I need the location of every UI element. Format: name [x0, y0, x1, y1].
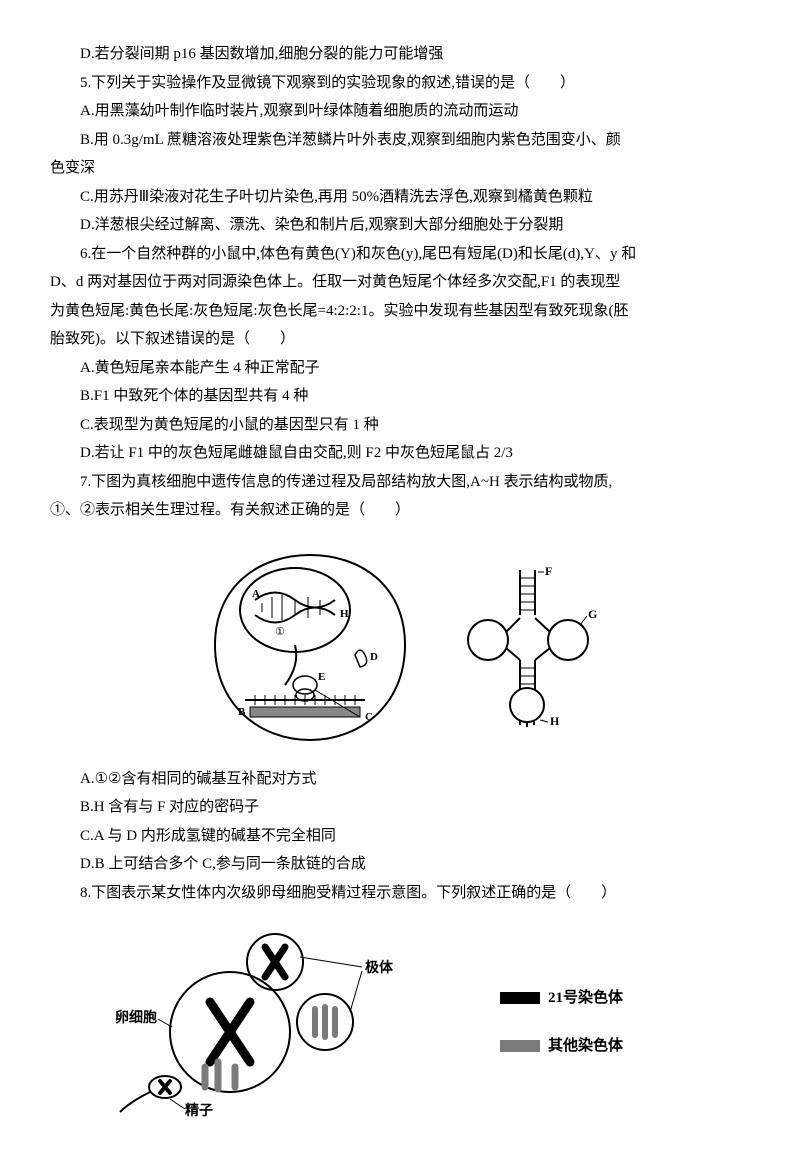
swatch-other — [500, 1040, 540, 1052]
q7-option-c: C.A 与 D 内形成氢键的碱基不完全相同 — [50, 822, 750, 851]
q7-line2: ①、②表示相关生理过程。有关叙述正确的是（ ） — [50, 496, 750, 525]
svg-text:H: H — [340, 608, 349, 620]
label-d: D — [370, 651, 378, 663]
q7-option-b: B.H 含有与 F 对应的密码子 — [50, 793, 750, 822]
q6-line2: D、d 两对基因位于两对同源染色体上。任取一对黄色短尾个体经多次交配,F1 的表… — [50, 268, 750, 297]
label-f: F — [545, 564, 552, 578]
q7-line1: 7.下图为真核细胞中遗传信息的传递过程及局部结构放大图,A~H 表示结构或物质, — [50, 468, 750, 497]
q7-figure-row: A ① B C E D H — [50, 545, 750, 745]
legend-chr21-label: 21号染色体 — [548, 984, 623, 1013]
label-b: B — [238, 706, 246, 718]
q8-legend: 21号染色体 其他染色体 — [500, 984, 623, 1061]
label-g: G — [588, 607, 597, 621]
sperm-label: 精子 — [185, 1102, 213, 1117]
q6-line4: 胎致死)。以下叙述错误的是（ ） — [50, 325, 750, 354]
q6-option-d: D.若让 F1 中的灰色短尾雌雄鼠自由交配,则 F2 中灰色短尾鼠占 2/3 — [50, 439, 750, 468]
trna-diagram: F G H — [460, 560, 600, 730]
label-h: H — [550, 714, 560, 728]
q8-figure-row: 卵细胞 极体 精子 21号染色体 — [110, 927, 750, 1117]
q8-stem: 8.下图表示某女性体内次级卵母细胞受精过程示意图。下列叙述正确的是（ ） — [50, 879, 750, 908]
q5-option-c: C.用苏丹Ⅲ染液对花生子叶切片染色,再用 50%酒精洗去浮色,观察到橘黄色颗粒 — [50, 183, 750, 212]
swatch-chr21 — [500, 992, 540, 1004]
q6-line1: 6.在一个自然种群的小鼠中,体色有黄色(Y)和灰色(y),尾巴有短尾(D)和长尾… — [50, 240, 750, 269]
q4-option-d: D.若分裂间期 p16 基因数增加,细胞分裂的能力可能增强 — [50, 40, 750, 69]
egg-cell-label: 卵细胞 — [115, 1009, 157, 1026]
label-c: C — [365, 711, 373, 723]
q5-option-d: D.洋葱根尖经过解离、漂洗、染色和制片后,观察到大部分细胞处于分裂期 — [50, 211, 750, 240]
legend-other-label: 其他染色体 — [548, 1032, 623, 1061]
q7-option-d: D.B 上可结合多个 C,参与同一条肽链的合成 — [50, 850, 750, 879]
q5-option-b-line1: B.用 0.3g/mL 蔗糖溶液处理紫色洋葱鳞片叶外表皮,观察到细胞内紫色范围变… — [50, 126, 750, 155]
q6-option-a: A.黄色短尾亲本能产生 4 种正常配子 — [50, 354, 750, 383]
q5-option-b-line2: 色变深 — [50, 154, 750, 183]
label-circ1: ① — [275, 626, 285, 638]
q6-line3: 为黄色短尾:黄色长尾:灰色短尾:灰色长尾=4:2:2:1。实验中发现有些基因型有… — [50, 297, 750, 326]
q6-option-c: C.表现型为黄色短尾的小鼠的基因型只有 1 种 — [50, 411, 750, 440]
q7-option-a: A.①②含有相同的碱基互补配对方式 — [50, 765, 750, 794]
cell-diagram: A ① B C E D H — [200, 545, 420, 745]
label-e: E — [318, 671, 325, 683]
legend-other: 其他染色体 — [500, 1032, 623, 1061]
q5-stem: 5.下列关于实验操作及显微镜下观察到的实验现象的叙述,错误的是（ ） — [50, 69, 750, 98]
q6-option-b: B.F1 中致死个体的基因型共有 4 种 — [50, 382, 750, 411]
polar-body-label: 极体 — [365, 959, 394, 976]
fertilization-diagram: 卵细胞 极体 精子 — [110, 927, 410, 1117]
legend-chr21: 21号染色体 — [500, 984, 623, 1013]
label-a: A — [252, 588, 260, 600]
q5-option-a: A.用黑藻幼叶制作临时装片,观察到叶绿体随着细胞质的流动而运动 — [50, 97, 750, 126]
